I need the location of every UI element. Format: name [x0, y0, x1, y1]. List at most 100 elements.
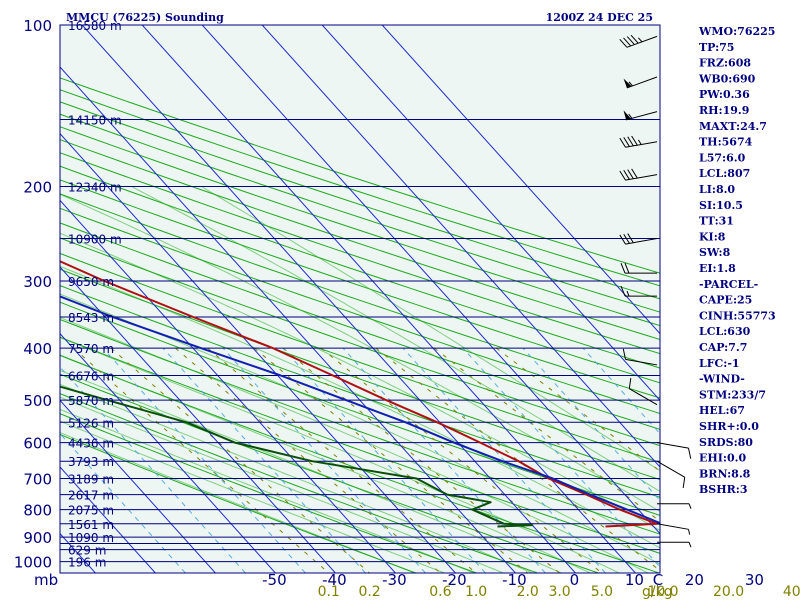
profiles [60, 260, 660, 528]
index-line: KI:8 [699, 230, 726, 243]
dashed-isotherm-line [222, 347, 426, 573]
wind-barb-full [623, 37, 632, 47]
index-line: SW:8 [699, 246, 731, 259]
mixing-ratio-lines [73, 347, 660, 573]
temperature-tick-label: -40 [322, 571, 347, 589]
pressure-tick-label: 100 [23, 17, 52, 35]
indices-panel: WMO:76225 TP:75 FRZ:608 WB0:690 PW:0.36 RH:19… [698, 25, 776, 496]
index-line: RH:19.9 [699, 104, 749, 117]
moist-adiabat-line [60, 317, 649, 573]
mixing-ratio-line [320, 347, 603, 573]
isobars [60, 25, 660, 563]
moist-adiabat-line [60, 432, 415, 573]
mixing-ratio-line [110, 347, 370, 573]
isotherm-line [0, 25, 35, 573]
wind-barb-full [682, 477, 686, 488]
wind-barb-full [619, 234, 626, 245]
wind-barb-full [619, 170, 626, 181]
dry-adiabat-line [60, 193, 660, 399]
wind-barb-full [630, 34, 639, 44]
mixing-ratio-tick-label: 0.2 [358, 584, 380, 600]
pressure-tick-label: 200 [23, 179, 52, 197]
index-line: SHR+:0.0 [699, 420, 759, 433]
wind-barb-half [688, 503, 692, 509]
index-line: LI:8.0 [699, 183, 735, 196]
mixing-ratio-tick-label: 5.0 [591, 584, 613, 600]
isotherm-line [60, 399, 216, 573]
temperature-tick-label: -10 [502, 571, 527, 589]
dashed-isotherm-line [162, 347, 366, 573]
wind-barb-full [622, 348, 626, 360]
moist-adiabat-line [60, 293, 660, 565]
moist-adiabat-line [60, 232, 660, 531]
moist-adiabat-line [60, 354, 591, 573]
pressure-tick-label: 1000 [14, 554, 52, 572]
dry-adiabat-line [60, 89, 660, 287]
isotherm-line [81, 25, 576, 573]
index-line: -PARCEL- [699, 278, 758, 291]
height-label: 10900 m [68, 233, 122, 247]
wind-barb-staff [656, 442, 689, 449]
index-line: -WIND- [699, 373, 745, 386]
wind-barb-full [628, 377, 632, 389]
wind-barb [623, 110, 658, 121]
index-line: LFC:-1 [699, 357, 740, 370]
dry-adiabat-line [60, 126, 660, 327]
height-label: 5126 m [68, 416, 114, 430]
height-label: 7570 m [68, 342, 114, 356]
dry-adiabat-line [60, 336, 660, 554]
wind-barb [619, 168, 658, 181]
dashed-isotherm-line [462, 347, 660, 568]
dry-adiabat-line [60, 77, 660, 274]
chart-title: MMCU (76225) Sounding [66, 11, 224, 24]
height-label: 14150 m [68, 114, 122, 128]
isotherm-line [201, 25, 660, 535]
wind-barb-staff [625, 358, 658, 366]
dry-adiabat-line [60, 222, 660, 430]
dry-adiabat-line [60, 354, 660, 573]
wind-barb-full [623, 170, 630, 180]
index-line: WB0:690 [698, 72, 756, 85]
pressure-tick-label: 700 [23, 471, 52, 489]
height-label: 629 m [68, 544, 106, 558]
plot-area [0, 25, 660, 573]
index-line: TT:31 [699, 215, 734, 228]
height-label: 12340 m [68, 181, 122, 195]
wind-barb-full [626, 36, 635, 45]
wind-barb-full [619, 38, 628, 48]
pressure-unit-label: mb [34, 571, 58, 589]
dewpoint-profile-line [60, 385, 534, 528]
index-line: EI:1.8 [699, 262, 736, 275]
pressure-tick-label: 800 [23, 502, 52, 520]
moist-adiabat-line [60, 408, 475, 573]
mixing-ratio-tick-label: 2.0 [517, 584, 539, 600]
isotherm-line [321, 25, 660, 402]
dashed-isotherm-line [60, 432, 186, 573]
dry-adiabat-line [60, 318, 660, 535]
mixing-ratio-line [207, 347, 477, 573]
wind-barb [620, 285, 657, 297]
wind-barb-full [623, 233, 630, 244]
wind-barb-full [627, 136, 634, 147]
wind-barb-half [628, 81, 633, 87]
isotherm-line [261, 25, 660, 468]
isotherm-line [60, 132, 456, 573]
wind-barb-flag [623, 110, 631, 120]
index-line: PW:0.36 [699, 88, 750, 101]
dry-adiabats [60, 77, 660, 573]
temperature-tick-label: -20 [442, 571, 467, 589]
wind-barb-staff [625, 174, 658, 181]
dashed-isotherm-line [60, 366, 246, 573]
index-line: STM:233/7 [699, 388, 766, 401]
wind-barb-staff [625, 238, 658, 245]
moist-adiabat-line [60, 383, 533, 573]
isotherm-line [141, 25, 636, 573]
mixing-ratio-line [73, 347, 330, 573]
wind-barb-staff [656, 460, 685, 478]
wind-barb-full [624, 262, 630, 274]
index-line: BSHR:3 [699, 483, 748, 496]
isotherm-line [381, 25, 660, 335]
temperature-tick-label: 20 [685, 571, 704, 589]
mixing-ratio-tick-label: 40.0 [783, 584, 800, 600]
index-line: BRN:8.8 [699, 467, 751, 480]
